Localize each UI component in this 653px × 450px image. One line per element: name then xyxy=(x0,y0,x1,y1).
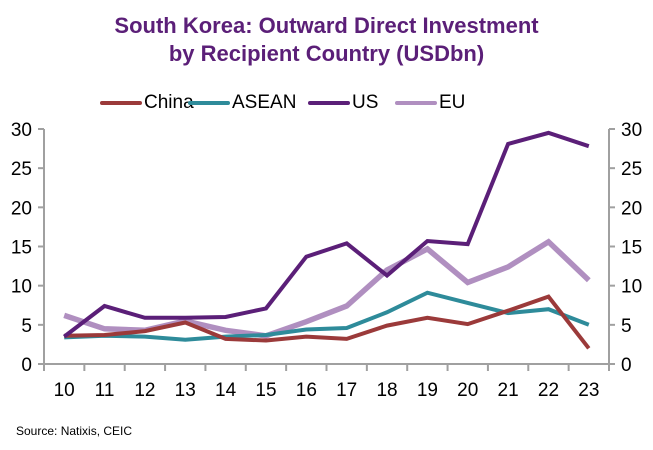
y-tick-label-left: 0 xyxy=(21,355,32,376)
series-line-us xyxy=(62,130,590,339)
y-tick-label-right: 25 xyxy=(621,159,642,180)
legend-swatch-us xyxy=(308,101,350,105)
legend: China ASEAN US EU xyxy=(0,92,653,120)
y-tick-label-left: 20 xyxy=(11,198,32,219)
x-tick-label: 22 xyxy=(538,380,559,401)
x-tick-label: 21 xyxy=(498,380,519,401)
chart-title-line-1: South Korea: Outward Direct Investment xyxy=(114,13,539,38)
chart-title: South Korea: Outward Direct Investment b… xyxy=(0,12,653,68)
y-tick-label-left: 15 xyxy=(11,238,32,259)
x-tick-label: 17 xyxy=(336,380,357,401)
series-line-eu xyxy=(63,238,591,339)
y-tick-label-left: 5 xyxy=(21,316,32,337)
legend-item-china: China xyxy=(100,92,194,114)
y-tick-label-right: 10 xyxy=(621,277,642,298)
series-line-china xyxy=(64,294,591,350)
legend-label-eu: EU xyxy=(439,92,466,113)
x-tick-label: 12 xyxy=(134,380,155,401)
x-tick-label: 16 xyxy=(296,380,317,401)
legend-label-china: China xyxy=(144,92,194,113)
y-tick-label-right: 20 xyxy=(621,198,642,219)
legend-item-us: US xyxy=(308,92,378,114)
y-tick-label-right: 5 xyxy=(621,316,632,337)
legend-label-us: US xyxy=(352,92,379,113)
x-tick-label: 15 xyxy=(255,380,276,401)
legend-label-asean: ASEAN xyxy=(232,92,297,113)
x-tick-label: 13 xyxy=(175,380,196,401)
x-tick-label: 23 xyxy=(578,380,599,401)
y-tick-label-right: 15 xyxy=(621,238,642,259)
x-tick-label: 11 xyxy=(95,380,115,401)
x-tick-label: 10 xyxy=(54,380,75,401)
legend-swatch-china xyxy=(100,101,142,105)
y-tick-label-left: 30 xyxy=(11,120,32,141)
source-note: Source: Natixis, CEIC xyxy=(16,424,133,438)
chart-title-line-2: by Recipient Country (USDbn) xyxy=(168,41,485,66)
y-tick-label-right: 30 xyxy=(621,120,642,141)
x-tick-label: 14 xyxy=(215,380,237,401)
x-tick-label: 19 xyxy=(417,380,438,401)
y-tick-label-left: 10 xyxy=(11,277,32,298)
legend-item-asean: ASEAN xyxy=(188,92,296,114)
x-tick-label: 20 xyxy=(457,380,478,401)
y-tick-label-left: 25 xyxy=(11,159,32,180)
legend-swatch-eu xyxy=(395,101,437,105)
x-tick-label: 18 xyxy=(376,380,397,401)
y-tick-label-right: 0 xyxy=(621,355,632,376)
legend-item-eu: EU xyxy=(395,92,465,114)
legend-swatch-asean xyxy=(188,101,230,105)
